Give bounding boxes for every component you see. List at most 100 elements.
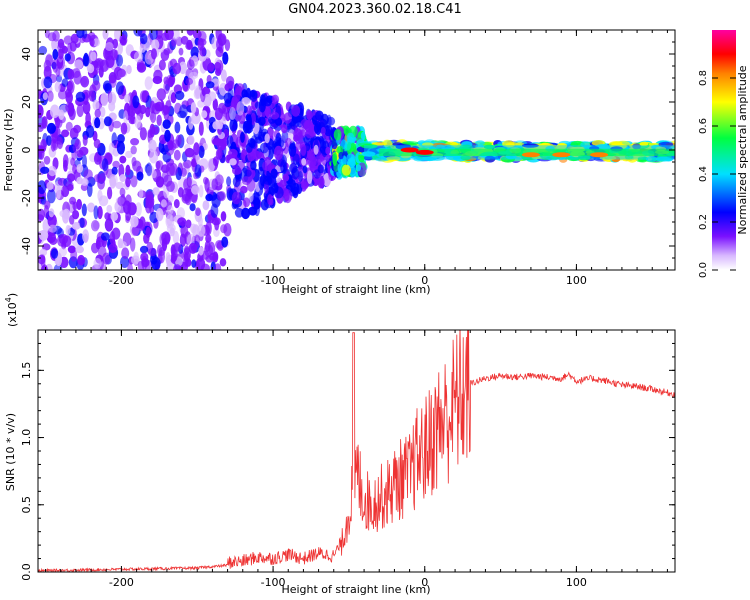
heatmap-cell — [124, 94, 131, 103]
heatmap-cell — [76, 163, 84, 173]
heatmap-cell — [139, 90, 148, 103]
heatmap-cell — [40, 138, 47, 152]
heatmap-cell — [119, 34, 128, 46]
heatmap-cell — [116, 68, 126, 78]
heatmap-cell — [205, 221, 212, 236]
heatmap-cell — [159, 232, 167, 247]
heatmap-cell — [275, 132, 282, 145]
heatmap-cell — [48, 208, 55, 218]
heatmap-cell — [102, 30, 109, 40]
heatmap-cell — [201, 110, 208, 119]
heatmap-cell — [93, 258, 102, 269]
heatmap-cell — [175, 90, 185, 101]
heatmap-cell — [56, 55, 65, 70]
heatmap-cell — [212, 121, 221, 130]
heatmap-cell — [112, 160, 120, 169]
heatmap-cell — [42, 92, 48, 100]
heatmap-cell — [116, 140, 125, 155]
y-multiplier-label: (x104) — [4, 293, 19, 327]
heatmap-cell — [234, 208, 244, 218]
heatmap-cell — [120, 122, 128, 135]
heatmap-cell — [72, 201, 78, 211]
heatmap-cell — [152, 75, 163, 85]
heatmap-cell — [291, 105, 301, 117]
heatmap-cell — [145, 106, 151, 118]
top-x-axis-label: Height of straight line (km) — [281, 283, 430, 296]
heatmap-cell — [220, 211, 227, 222]
heatmap-cell — [313, 169, 321, 179]
heatmap-cell — [190, 102, 197, 114]
heatmap-cell — [325, 146, 331, 155]
heatmap-cell — [150, 111, 157, 123]
heatmap-cell — [231, 95, 239, 107]
heatmap-cell — [211, 178, 219, 191]
heatmap-cell — [61, 129, 70, 138]
heatmap-cell — [76, 149, 84, 158]
heatmap-cell — [178, 61, 187, 75]
heatmap-cell — [92, 38, 101, 47]
heatmap-cell — [220, 224, 228, 234]
heatmap-cell — [170, 92, 177, 104]
heatmap-cell — [312, 115, 317, 126]
heatmap-peak — [521, 152, 540, 158]
heatmap-cell — [229, 107, 236, 120]
heatmap-cell — [50, 248, 59, 259]
colorbar — [712, 30, 736, 270]
heatmap-cell — [131, 156, 137, 167]
heatmap-cell — [190, 46, 200, 59]
heatmap-cell — [127, 202, 137, 216]
heatmap-cell — [320, 126, 326, 135]
heatmap-cell — [317, 176, 325, 189]
heatmap-cell — [306, 109, 313, 121]
heatmap-cell — [167, 195, 174, 203]
snr-line-plot — [38, 330, 675, 572]
heatmap-cell — [243, 197, 250, 208]
bottom-x-tick-label: 100 — [566, 576, 587, 589]
heatmap-cell — [145, 226, 151, 239]
heatmap-band-core — [379, 148, 675, 156]
heatmap-cell — [56, 185, 62, 200]
heatmap-cell — [38, 45, 48, 55]
heatmap-cell — [148, 139, 157, 153]
colorbar-ticks: 0.0 0.2 0.4 0.6 0.8 — [698, 70, 736, 278]
heatmap-cell — [214, 263, 222, 270]
heatmap-cell — [76, 103, 84, 118]
heatmap-cell — [65, 224, 71, 235]
heatmap-cell — [91, 220, 100, 232]
colorbar-tick-label: 0.2 — [698, 214, 709, 230]
heatmap-cell — [268, 175, 277, 188]
heatmap-cell — [94, 108, 101, 118]
heatmap-cell — [38, 180, 47, 195]
heatmap-cell — [195, 207, 201, 216]
top-y-tick-label: -40 — [20, 237, 33, 255]
heatmap-cell — [211, 36, 218, 50]
heatmap-cell — [115, 54, 124, 67]
heatmap-cell — [165, 252, 171, 264]
heatmap-cell — [326, 116, 336, 126]
heatmap-cell — [250, 160, 257, 171]
heatmap-cell — [108, 243, 118, 254]
heatmap-cell — [175, 134, 182, 147]
heatmap-cell — [119, 155, 127, 164]
heatmap-cell — [187, 135, 195, 145]
heatmap-cell — [79, 217, 85, 229]
heatmap-cell — [194, 234, 200, 248]
heatmap-cell — [213, 227, 220, 238]
heatmap-cell — [171, 37, 177, 47]
heatmap-cell — [67, 42, 73, 55]
heatmap-cell — [93, 138, 101, 149]
heatmap-cell — [177, 110, 187, 119]
heatmap-cell — [198, 145, 205, 159]
heatmap-cell — [183, 159, 192, 169]
heatmap-cell — [70, 157, 75, 166]
y-multiplier-close: ) — [6, 293, 19, 297]
heatmap-cell — [134, 115, 142, 129]
heatmap-cell — [252, 150, 261, 160]
heatmap-cell — [90, 51, 97, 62]
heatmap-cell — [82, 135, 88, 146]
heatmap-cell — [214, 61, 222, 71]
heatmap-cell — [212, 98, 218, 111]
heatmap-cell — [112, 120, 122, 129]
bottom-y-tick-label: 0.5 — [20, 496, 33, 514]
heatmap-cell — [162, 119, 171, 130]
